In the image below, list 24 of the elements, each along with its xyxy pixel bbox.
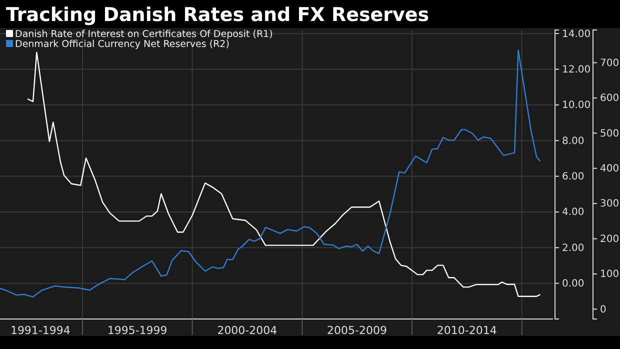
x-tick-label: 1995-1999 [107, 324, 168, 338]
x-tick-label: 1991-1994 [10, 324, 70, 338]
y2-tick-label: 200 [600, 234, 620, 245]
y2-tick-label: 300 [600, 198, 620, 210]
chart-title: Tracking Danish Rates and FX Reserves [6, 4, 430, 26]
y-tick-label: 14.00 [562, 28, 591, 40]
y-tick-label: 10.00 [562, 100, 591, 112]
y2-tick-label: 600 [600, 93, 620, 104]
y2-tick-label: 0 [600, 304, 606, 316]
y2-tick-label: 700 [600, 58, 620, 69]
y-tick-label: 6.00 [562, 171, 584, 182]
y-tick-label: 4.00 [562, 207, 584, 218]
y2-tick-label: 500 [600, 128, 620, 140]
x-tick-label: 2005-2009 [327, 324, 387, 338]
x-tick-label: 2000-2004 [217, 324, 278, 338]
legend-label: Danish Rate of Interest on Certificates Of Deposit (R1) [15, 29, 273, 40]
y-tick-label: 0.00 [562, 278, 584, 290]
y-tick-label: 8.00 [562, 136, 584, 147]
y2-tick-label: 100 [600, 269, 620, 280]
y-tick-label: 12.00 [562, 64, 591, 76]
legend-label: Denmark Official Currency Net Reserves (R2) [15, 39, 230, 50]
y-tick-label: 2.00 [562, 242, 584, 254]
x-tick-label: 2010-2014 [436, 324, 497, 338]
y2-tick-label: 400 [600, 164, 620, 175]
